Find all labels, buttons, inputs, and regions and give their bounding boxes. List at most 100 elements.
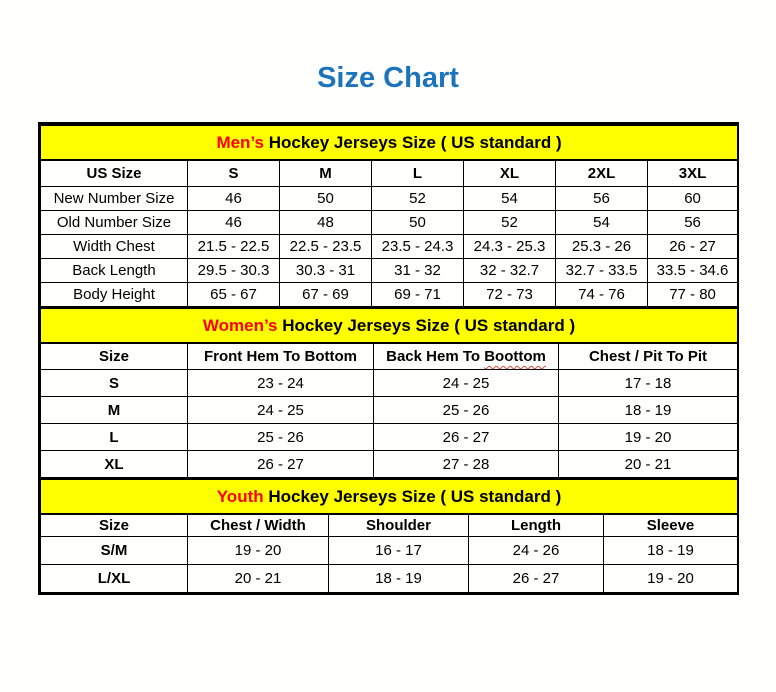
mens-header-row: US Size S M L XL 2XL 3XL: [40, 159, 739, 187]
column-header: L: [371, 159, 464, 187]
cell: 26 - 27: [468, 564, 604, 593]
youth-size-table: Youth Hockey Jerseys Size ( US standard …: [39, 478, 739, 593]
cell: 24 - 25: [373, 369, 559, 397]
cell: 50: [279, 186, 372, 211]
cell: 24 - 26: [468, 536, 604, 565]
cell: 20 - 21: [557, 450, 739, 478]
row-label: XL: [40, 450, 188, 478]
womens-header-row: Size Front Hem To Bottom Back Hem To Boo…: [40, 342, 739, 370]
cell: 74 - 76: [555, 282, 648, 307]
row-label: Width Chest: [40, 234, 188, 259]
cell: 72 - 73: [463, 282, 556, 307]
womens-banner-text: Hockey Jerseys Size ( US standard ): [277, 315, 576, 335]
cell: 25 - 26: [373, 396, 559, 424]
mens-banner-text: Hockey Jerseys Size ( US standard ): [263, 132, 562, 152]
table-row: M 24 - 25 25 - 26 18 - 19: [40, 396, 739, 424]
column-header-back-hem: Back Hem To Boottom: [373, 342, 559, 370]
column-header: Chest / Width: [187, 513, 329, 537]
cell: 26 - 27: [373, 423, 559, 451]
cell: 46: [187, 210, 280, 235]
row-label: Back Length: [40, 258, 188, 283]
back-hem-prefix: Back Hem To: [386, 348, 485, 365]
cell: 29.5 - 30.3: [187, 258, 280, 283]
column-header: 2XL: [555, 159, 648, 187]
cell: 60: [646, 186, 739, 211]
cell: 54: [555, 210, 648, 235]
cell: 23 - 24: [187, 369, 374, 397]
column-header: M: [279, 159, 372, 187]
cell: 22.5 - 23.5: [279, 234, 372, 259]
row-label: L: [40, 423, 188, 451]
womens-banner-row: Women’s Hockey Jerseys Size ( US standar…: [39, 307, 739, 344]
youth-banner-row: Youth Hockey Jerseys Size ( US standard …: [39, 478, 739, 515]
column-header: Front Hem To Bottom: [187, 342, 374, 370]
mens-size-table: Men’s Hockey Jerseys Size ( US standard …: [39, 124, 739, 307]
cell: 48: [279, 210, 372, 235]
cell: 26 - 27: [187, 450, 374, 478]
table-row: Body Height 65 - 67 67 - 69 69 - 71 72 -…: [40, 282, 739, 307]
cell: 30.3 - 31: [279, 258, 372, 283]
cell: 46: [187, 186, 280, 211]
womens-size-table: Women’s Hockey Jerseys Size ( US standar…: [39, 307, 739, 478]
row-label: Old Number Size: [40, 210, 188, 235]
table-row: Old Number Size 46 48 50 52 54 56: [40, 210, 739, 235]
column-header: 3XL: [646, 159, 739, 187]
youth-header-row: Size Chest / Width Shoulder Length Sleev…: [40, 513, 739, 537]
cell: 69 - 71: [371, 282, 464, 307]
cell: 19 - 20: [557, 423, 739, 451]
column-header: US Size: [40, 159, 188, 187]
cell: 21.5 - 22.5: [187, 234, 280, 259]
cell: 77 - 80: [646, 282, 739, 307]
row-label: Body Height: [40, 282, 188, 307]
womens-banner-highlight: Women’s: [202, 315, 278, 335]
cell: 52: [463, 210, 556, 235]
column-header: Shoulder: [328, 513, 469, 537]
cell: 56: [646, 210, 739, 235]
cell: 19 - 20: [602, 564, 739, 593]
column-header: Size: [40, 342, 188, 370]
table-row: XL 26 - 27 27 - 28 20 - 21: [40, 450, 739, 478]
row-label: S/M: [40, 536, 188, 565]
table-row: New Number Size 46 50 52 54 56 60: [40, 186, 739, 211]
youth-banner-text: Hockey Jerseys Size ( US standard ): [263, 486, 562, 506]
cell: 23.5 - 24.3: [371, 234, 464, 259]
cell: 18 - 19: [328, 564, 469, 593]
cell: 19 - 20: [187, 536, 329, 565]
size-chart-tables: Men’s Hockey Jerseys Size ( US standard …: [38, 122, 739, 595]
womens-banner: Women’s Hockey Jerseys Size ( US standar…: [39, 307, 739, 344]
table-row: Back Length 29.5 - 30.3 30.3 - 31 31 - 3…: [40, 258, 739, 283]
row-label: M: [40, 396, 188, 424]
cell: 67 - 69: [279, 282, 372, 307]
row-label: S: [40, 369, 188, 397]
column-header: XL: [463, 159, 556, 187]
cell: 31 - 32: [371, 258, 464, 283]
cell: 56: [555, 186, 648, 211]
page-title: Size Chart: [317, 62, 459, 94]
column-header: Size: [40, 513, 188, 537]
cell: 32 - 32.7: [463, 258, 556, 283]
table-row: Width Chest 21.5 - 22.5 22.5 - 23.5 23.5…: [40, 234, 739, 259]
cell: 24 - 25: [187, 396, 374, 424]
table-row: S/M 19 - 20 16 - 17 24 - 26 18 - 19: [40, 536, 739, 565]
mens-banner-highlight: Men’s: [216, 132, 264, 152]
cell: 50: [371, 210, 464, 235]
cell: 24.3 - 25.3: [463, 234, 556, 259]
back-hem-misspelled-word: Boottom: [484, 348, 546, 365]
table-row: S 23 - 24 24 - 25 17 - 18: [40, 369, 739, 397]
column-header: Chest / Pit To Pit: [557, 342, 739, 370]
cell: 25.3 - 26: [555, 234, 648, 259]
column-header: S: [187, 159, 280, 187]
mens-banner-row: Men’s Hockey Jerseys Size ( US standard …: [39, 124, 739, 161]
mens-banner: Men’s Hockey Jerseys Size ( US standard …: [39, 124, 739, 161]
table-row: L 25 - 26 26 - 27 19 - 20: [40, 423, 739, 451]
cell: 32.7 - 33.5: [555, 258, 648, 283]
cell: 65 - 67: [187, 282, 280, 307]
cell: 52: [371, 186, 464, 211]
cell: 54: [463, 186, 556, 211]
cell: 26 - 27: [646, 234, 739, 259]
youth-banner-highlight: Youth: [216, 486, 264, 506]
column-header: Length: [468, 513, 604, 537]
cell: 33.5 - 34.6: [646, 258, 739, 283]
cell: 27 - 28: [373, 450, 559, 478]
